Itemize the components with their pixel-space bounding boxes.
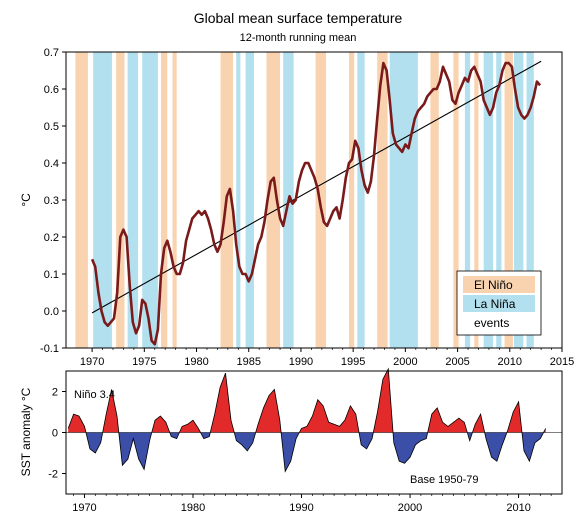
sst-negative-area-10 (522, 432, 544, 462)
legend-la-nina-swatch (463, 295, 535, 312)
sst-positive-area-0 (68, 414, 86, 433)
x-tick-label-4: 1990 (289, 356, 313, 368)
sst-x-tick-label-0: 1970 (72, 502, 96, 514)
chart-title: Global mean surface temperature (194, 10, 403, 26)
sst-positive-area-10 (507, 401, 522, 433)
sst-positive-area-6 (299, 399, 359, 433)
x-tick-label-0: 1970 (80, 356, 104, 368)
sst-negative-area-1 (118, 432, 152, 470)
sst-positive-area-8 (427, 407, 468, 433)
x-tick-label-9: 2015 (550, 356, 574, 368)
la-nina-band-2 (142, 52, 158, 348)
legend-events-label: events (474, 316, 509, 330)
sst-negative-area-6 (359, 432, 374, 449)
sst-negative-area-7 (393, 432, 428, 464)
x-tick-label-1: 1975 (132, 356, 156, 368)
sst-y-axis-label: SST anomaly °C (19, 387, 33, 476)
temperature-x-ticks: 1970 1975 1980 1985 1990 1995 2000 2005 2010 2015 (80, 348, 574, 368)
la-nina-band-7 (389, 52, 418, 348)
y-tick-label-7: 0.6 (44, 84, 59, 96)
sst-anomaly-line (67, 367, 547, 473)
la-nina-band-0 (93, 52, 112, 348)
chart-subtitle: 12-month running mean (240, 32, 357, 44)
el-nino-band-0 (75, 52, 88, 348)
el-nino-band-11 (474, 52, 479, 348)
el-nino-band-2 (161, 52, 168, 348)
sst-anomaly-fill (68, 368, 546, 472)
y-tick-label-1: 0.0 (44, 306, 59, 318)
y-tick-label-4: 0.3 (44, 195, 59, 207)
sst-x-ticks: 1970 1980 1990 2000 2010 (72, 494, 552, 514)
sst-positive-area-5 (255, 389, 282, 433)
y-tick-label-2: 0.1 (44, 269, 59, 281)
la-nina-band-1 (127, 52, 139, 348)
sst-y-ticks: 2 0 -2 (48, 387, 66, 481)
sst-positive-area-7 (373, 368, 393, 433)
sst-negative-area-5 (281, 432, 300, 472)
sst-y-tick-label-1: 0 (52, 428, 58, 440)
la-nina-band-11 (513, 52, 524, 348)
el-nino-band-1 (116, 52, 125, 348)
sst-negative-area-9 (484, 432, 507, 462)
sst-x-tick-label-1: 1980 (181, 502, 205, 514)
sst-x-tick-label-4: 2010 (506, 502, 530, 514)
sst-x-tick-label-3: 2000 (398, 502, 422, 514)
legend: El Niño La Niña events (456, 270, 542, 336)
temperature-y-axis-label: °C (19, 193, 33, 207)
temperature-y-ticks: -0.1 0.0 0.1 0.2 0.3 0.4 0.5 0.6 0.7 (40, 47, 66, 355)
y-tick-label-0: -0.1 (40, 343, 59, 355)
sst-x-tick-label-2: 1990 (289, 502, 313, 514)
sst-positive-area-4 (210, 373, 235, 433)
sst-positive-area-2 (151, 416, 170, 433)
legend-la-nina-label: La Niña (474, 297, 516, 311)
sst-positive-area-3 (179, 420, 201, 433)
sst-base-period-label: Base 1950-79 (410, 474, 479, 486)
y-tick-label-5: 0.4 (44, 158, 59, 170)
y-tick-label-8: 0.7 (44, 47, 59, 59)
sst-negative-area-0 (85, 432, 103, 453)
el-nino-band-10 (453, 52, 459, 348)
temperature-panel: -0.1 0.0 0.1 0.2 0.3 0.4 0.5 0.6 0.7 1970 1975 198… (19, 47, 574, 368)
sst-y-tick-label-2: -2 (48, 469, 58, 481)
el-nino-band-9 (430, 52, 439, 348)
la-nina-band-10 (496, 52, 502, 348)
nino-region-label: Niño 3.4 (74, 389, 115, 401)
el-nino-band-12 (504, 52, 513, 348)
la-nina-band-8 (464, 52, 471, 348)
la-nina-band-9 (483, 52, 494, 348)
el-nino-band-8 (377, 52, 388, 348)
x-tick-label-8: 2010 (498, 356, 522, 368)
y-tick-label-6: 0.5 (44, 121, 59, 133)
legend-el-nino-swatch (463, 276, 535, 293)
x-tick-label-7: 2005 (445, 356, 469, 368)
legend-el-nino-label: El Niño (474, 278, 513, 292)
x-tick-label-3: 1985 (236, 356, 260, 368)
la-nina-band-4 (245, 52, 254, 348)
la-nina-band-3 (236, 52, 241, 348)
sst-positive-area-9 (472, 414, 485, 433)
temperature-series-line (90, 61, 542, 346)
sst-negative-area-8 (467, 432, 473, 441)
sst-panel: 2 0 -2 1970 1980 1990 2000 2010 SST anomaly °C… (19, 367, 563, 514)
la-nina-band-6 (357, 52, 365, 348)
x-tick-label-5: 1995 (341, 356, 365, 368)
y-tick-label-3: 0.2 (44, 232, 59, 244)
sst-y-tick-label-0: 2 (52, 387, 58, 399)
el-nino-band-7 (348, 52, 355, 348)
x-tick-label-6: 2000 (393, 356, 417, 368)
el-nino-band-5 (266, 52, 281, 348)
sst-positive-area-1 (102, 389, 119, 433)
la-nina-band-12 (526, 52, 534, 348)
el-nino-band-3 (172, 52, 177, 348)
x-tick-label-2: 1980 (184, 356, 208, 368)
